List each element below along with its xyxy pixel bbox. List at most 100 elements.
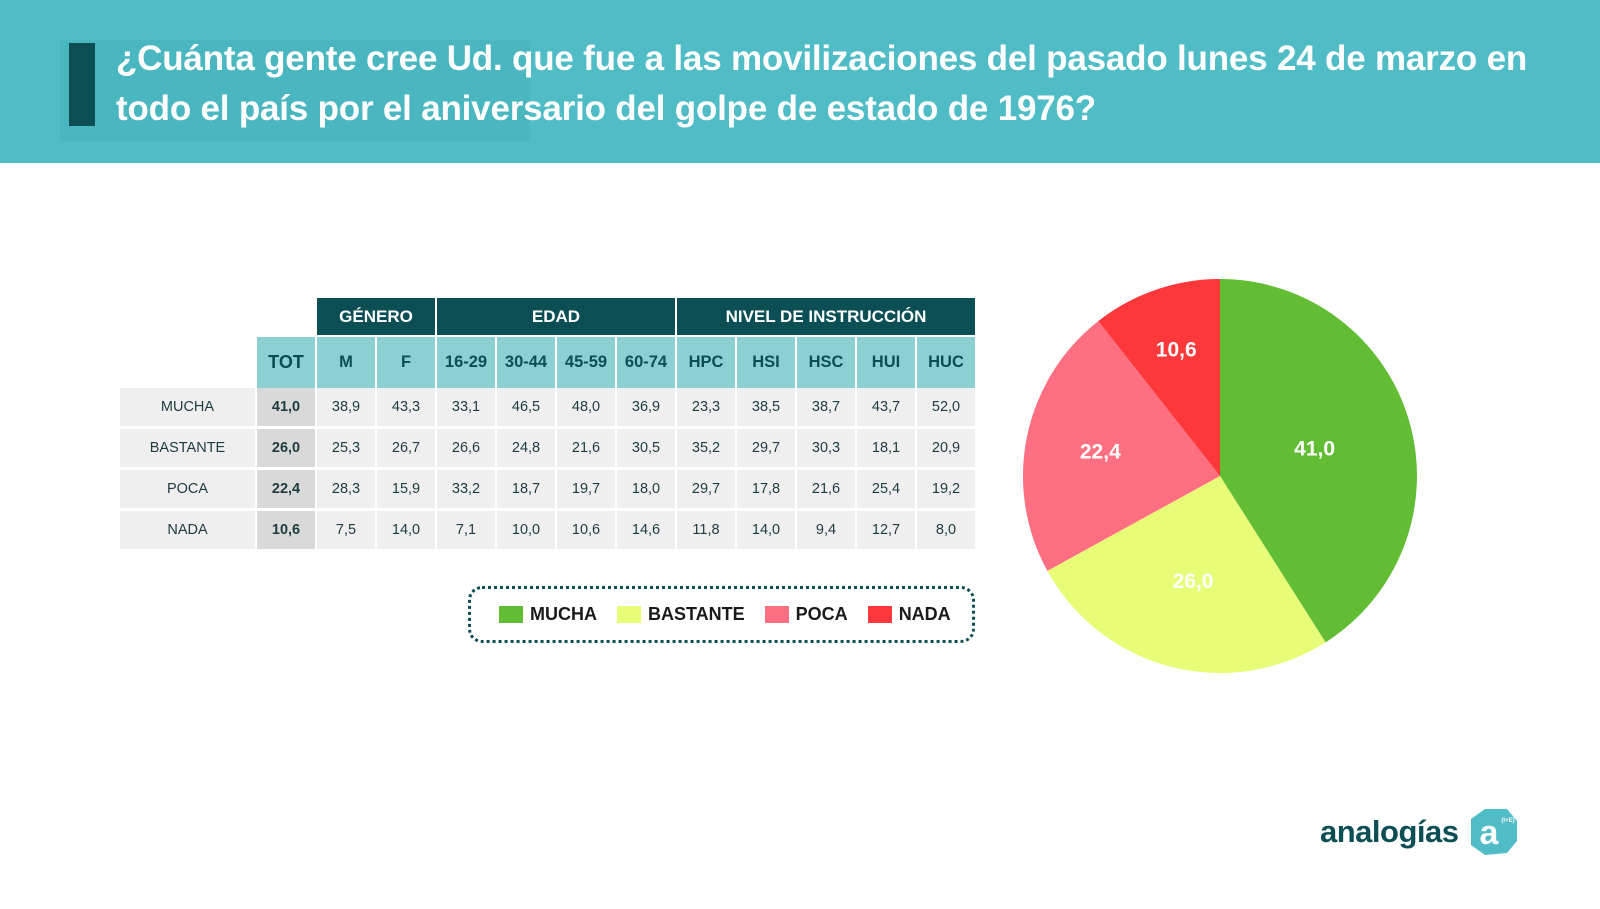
- logo-mark-superscript: (I+E): [1501, 818, 1514, 824]
- pie-slice-bastante: [1047, 476, 1326, 673]
- table-cell: 19,2: [917, 470, 977, 511]
- chart-legend: MUCHA BASTANTE POCA NADA: [468, 586, 975, 643]
- table-cell: 48,0: [557, 388, 617, 429]
- table-cell: 26,7: [377, 429, 437, 470]
- table-cell: 52,0: [917, 388, 977, 429]
- table-cell: 10,6: [557, 511, 617, 552]
- table-cell: 10,0: [497, 511, 557, 552]
- table-cell: 7,1: [437, 511, 497, 552]
- table-cell: 43,3: [377, 388, 437, 429]
- legend-swatch: [764, 606, 789, 623]
- logo-hexagon-icon: a (I+E): [1470, 809, 1517, 855]
- table-cell: 38,5: [737, 388, 797, 429]
- table-cell: 38,9: [317, 388, 377, 429]
- pie-label-mucha: 41,0: [1294, 438, 1335, 461]
- legend-item: MUCHA: [499, 604, 597, 625]
- column-header: TOT: [257, 336, 317, 388]
- column-header: HSC: [797, 336, 857, 388]
- group-header: EDAD: [437, 298, 677, 335]
- column-header: HSI: [737, 336, 797, 388]
- table-cell: 21,6: [557, 429, 617, 470]
- table-cell: 33,2: [437, 470, 497, 511]
- table-cell: 28,3: [317, 470, 377, 511]
- table-cell: 11,8: [677, 511, 737, 552]
- table-cell: 14,0: [737, 511, 797, 552]
- column-header: 16-29: [437, 336, 497, 388]
- logo-text: analogías: [1320, 814, 1459, 849]
- legend-item: NADA: [867, 604, 951, 625]
- column-header: 45-59: [557, 336, 617, 388]
- pie-slice-poca: [1023, 321, 1220, 571]
- table-cell: 36,9: [617, 388, 677, 429]
- table-cell: 14,0: [377, 511, 437, 552]
- pie-chart: 41,0 26,0 22,4 10,6: [1023, 279, 1417, 673]
- table-cell: 33,1: [437, 388, 497, 429]
- legend-label: NADA: [898, 604, 951, 624]
- table-corner: [120, 298, 317, 336]
- total-cell: 22,4: [257, 470, 317, 511]
- pie-slice-nada: [1098, 279, 1220, 476]
- legend-item: BASTANTE: [617, 604, 745, 625]
- total-cell: 26,0: [257, 429, 317, 470]
- pie-label-poca: 22,4: [1080, 441, 1121, 464]
- brand-logo: analogías a (I+E): [1320, 805, 1521, 859]
- group-header: NIVEL DE INSTRUCCIÓN: [677, 298, 977, 335]
- column-header: HPC: [677, 336, 737, 388]
- table-cell: 24,8: [497, 429, 557, 470]
- table-cell: 26,6: [437, 429, 497, 470]
- legend-swatch: [499, 606, 523, 623]
- pie-label-nada: 10,6: [1156, 338, 1197, 361]
- table-cell: 20,9: [917, 429, 977, 470]
- title-accent-bar: [69, 43, 95, 126]
- group-header: GÉNERO: [317, 298, 437, 335]
- title-banner: ¿Cuánta gente cree Ud. que fue a las mov…: [0, 0, 1600, 163]
- legend-item: POCA: [764, 604, 848, 625]
- table-cell: 38,7: [797, 388, 857, 429]
- table-cell: 29,7: [737, 429, 797, 470]
- table-cell: 9,4: [797, 511, 857, 552]
- row-label: NADA: [120, 511, 257, 552]
- legend-label: MUCHA: [530, 604, 597, 624]
- table-cell: 14,6: [617, 511, 677, 552]
- table-cell: 18,7: [497, 470, 557, 511]
- row-label-header: [120, 336, 257, 388]
- legend-swatch: [867, 606, 892, 623]
- table-cell: 15,9: [377, 470, 437, 511]
- table-cell: 17,8: [737, 470, 797, 511]
- pie-slice-mucha: [1220, 279, 1417, 643]
- table-cell: 25,4: [857, 470, 917, 511]
- logo-mark-letter: a: [1479, 814, 1499, 852]
- legend-label: POCA: [795, 604, 848, 624]
- table-cell: 43,7: [857, 388, 917, 429]
- total-cell: 10,6: [257, 511, 317, 552]
- column-header: 30-44: [497, 336, 557, 388]
- table-cell: 30,5: [617, 429, 677, 470]
- column-header: HUI: [857, 336, 917, 388]
- row-label: POCA: [120, 470, 257, 511]
- column-header: 60-74: [617, 336, 677, 388]
- row-label: MUCHA: [120, 388, 257, 429]
- table-cell: 19,7: [557, 470, 617, 511]
- table-cell: 12,7: [857, 511, 917, 552]
- crosstab-table: GÉNERO EDAD NIVEL DE INSTRUCCIÓN TOT M F 16-29…: [120, 298, 977, 552]
- row-label: BASTANTE: [120, 429, 257, 470]
- table-cell: 25,3: [317, 429, 377, 470]
- table-cell: 18,1: [857, 429, 917, 470]
- column-header: M: [317, 336, 377, 388]
- legend-label: BASTANTE: [648, 604, 745, 624]
- table-cell: 46,5: [497, 388, 557, 429]
- table-cell: 29,7: [677, 470, 737, 511]
- total-cell: 41,0: [257, 388, 317, 429]
- legend-swatch: [617, 606, 641, 623]
- table-cell: 7,5: [317, 511, 377, 552]
- pie-label-bastante: 26,0: [1173, 570, 1214, 593]
- column-header: F: [377, 336, 437, 388]
- table-cell: 18,0: [617, 470, 677, 511]
- table-cell: 8,0: [917, 511, 977, 552]
- table-cell: 23,3: [677, 388, 737, 429]
- column-header: HUC: [917, 336, 977, 388]
- table-cell: 21,6: [797, 470, 857, 511]
- table-cell: 30,3: [797, 429, 857, 470]
- page-title: ¿Cuánta gente cree Ud. que fue a las mov…: [116, 39, 1528, 128]
- table-cell: 35,2: [677, 429, 737, 470]
